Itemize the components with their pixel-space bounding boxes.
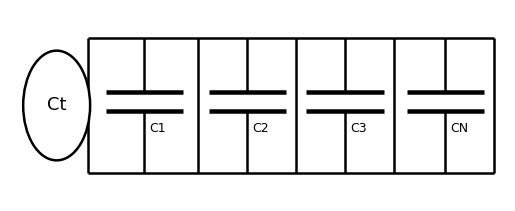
Ellipse shape <box>23 51 90 160</box>
Text: CN: CN <box>451 122 469 135</box>
Text: C3: C3 <box>350 122 367 135</box>
Text: C1: C1 <box>149 122 166 135</box>
Text: Ct: Ct <box>47 96 66 115</box>
Text: C2: C2 <box>252 122 269 135</box>
